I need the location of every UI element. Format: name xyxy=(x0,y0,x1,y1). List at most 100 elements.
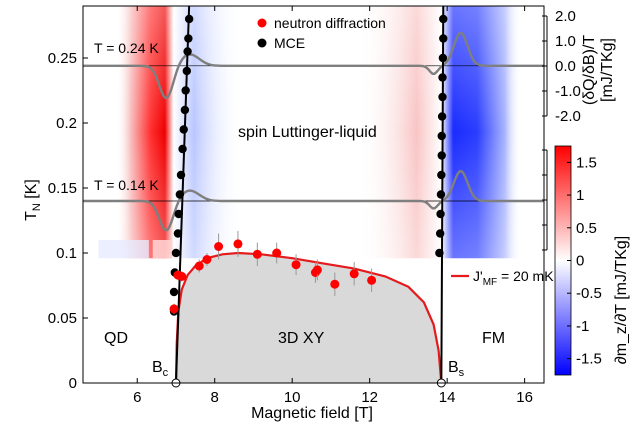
mce-point xyxy=(437,170,446,180)
neutron-point xyxy=(252,249,262,259)
right-axis-title: (δQ/δB)/T xyxy=(581,35,598,105)
y-axis-ticks: 0 0.05 0.1 0.15 0.2 0.25 xyxy=(48,50,88,392)
annotation-bc-sub: c xyxy=(163,367,169,379)
right-axis-unit: [mJ/TKg] xyxy=(599,38,616,102)
mce-point xyxy=(438,53,448,63)
mce-point xyxy=(182,66,192,76)
annotation-bs-main: B xyxy=(448,359,459,376)
annotation-qd: QD xyxy=(104,330,128,347)
y-axis-title-sub: N xyxy=(31,203,43,211)
right-tick-label: -1.0 xyxy=(555,83,581,100)
annotation-bc: Bc xyxy=(152,359,169,379)
neutron-point xyxy=(272,248,282,258)
colorbar-tick-label: 1 xyxy=(576,187,584,204)
mce-point xyxy=(436,209,445,219)
mce-point xyxy=(439,14,448,24)
x-tick-label: 14 xyxy=(439,389,456,406)
mce-point xyxy=(437,131,446,141)
colorbar-tick-label: 0 xyxy=(576,253,584,270)
mce-point xyxy=(176,170,186,180)
mce-point xyxy=(175,190,185,199)
mce-point xyxy=(184,34,193,43)
neutron-point xyxy=(349,269,359,279)
right-axis-ticks: 2.0 1.0 0.0 -1.0 -2.0 xyxy=(542,8,581,251)
mce-point xyxy=(171,248,181,258)
mce-point xyxy=(436,190,446,199)
neutron-point xyxy=(194,261,204,271)
mce-point xyxy=(435,229,445,238)
mce-point xyxy=(435,248,444,258)
mce-point xyxy=(437,112,447,121)
mce-point xyxy=(181,86,190,95)
legend-marker-mce xyxy=(257,38,267,48)
annotation-fm: FM xyxy=(482,330,505,347)
plot-frame xyxy=(82,5,545,384)
colorbar-tick-label: -1 xyxy=(576,318,589,335)
y-axis-title: TN [K] xyxy=(23,179,43,221)
right-tick-label: 0.0 xyxy=(555,58,576,75)
y-tick-label: 0.05 xyxy=(48,310,77,327)
mce-point xyxy=(180,105,190,115)
annotation-temp-low: T = 0.14 K xyxy=(94,177,159,193)
colorbar-tick-label: 1.5 xyxy=(576,154,597,171)
y-tick-label: 0.15 xyxy=(48,180,77,197)
mce-point xyxy=(178,144,187,154)
mce-point xyxy=(439,34,448,43)
phase-region-fill xyxy=(176,253,442,383)
colorbar-tick-label: -1.5 xyxy=(576,351,602,368)
neutron-diffraction-series xyxy=(169,230,377,315)
x-tick-label: 12 xyxy=(361,389,378,406)
y-tick-label: 0 xyxy=(69,375,77,392)
mce-point xyxy=(169,287,179,297)
dqdb-curve-high xyxy=(83,31,544,100)
x-axis-ticks: 6 8 10 12 14 16 xyxy=(133,6,533,406)
fit-legend: J'MF = 20 mK xyxy=(451,268,554,288)
x-tick-label: 8 xyxy=(211,389,219,406)
colorbar-tick-label: -0.5 xyxy=(576,285,602,302)
y-tick-label: 0.2 xyxy=(56,115,77,132)
y-tick-label: 0.1 xyxy=(56,245,77,262)
mce-point xyxy=(438,92,447,102)
neutron-point xyxy=(177,271,187,281)
annotation-bs: Bs xyxy=(448,359,465,379)
neutron-point xyxy=(291,260,301,270)
annotation-temp-high: T = 0.24 K xyxy=(94,40,159,56)
legend-label-mce: MCE xyxy=(274,35,305,51)
annotation-xy: 3D XY xyxy=(278,330,325,347)
mce-point xyxy=(179,125,188,134)
mce-point xyxy=(184,14,194,24)
x-tick-label: 10 xyxy=(284,389,301,406)
neutron-point xyxy=(169,304,179,314)
colorbar-tick-label: 0.5 xyxy=(576,220,597,237)
annotation-luttinger: spin Luttinger-liquid xyxy=(238,124,377,141)
mce-dqdb-curves xyxy=(83,31,544,232)
y-tick-label: 0.25 xyxy=(48,50,77,67)
dqdb-curve-low xyxy=(83,169,544,232)
fit-legend-suffix: = 20 mK xyxy=(497,268,554,284)
neutron-point xyxy=(214,242,224,251)
legend-marker-neutron xyxy=(257,18,267,28)
right-tick-label: 1.0 xyxy=(555,33,576,50)
x-tick-label: 16 xyxy=(516,389,533,406)
mce-point xyxy=(174,209,183,219)
y-axis-title-unit: [K] xyxy=(23,179,40,203)
colorbar: 1.5 1 0.5 0 -0.5 -1 -1.5 xyxy=(554,145,602,376)
colormap-patch-low-left xyxy=(98,240,149,259)
neutron-point xyxy=(312,265,322,275)
neutron-point xyxy=(202,255,212,264)
legend: neutron diffraction MCE xyxy=(257,15,386,51)
fit-legend-prefix: J' xyxy=(473,268,483,284)
colormap-patch-low-mid xyxy=(152,240,173,259)
y-axis-title-main: T xyxy=(23,211,40,221)
mce-point xyxy=(437,151,446,160)
right-tick-label: 2.0 xyxy=(555,8,576,25)
x-axis-title: Magnetic field [T] xyxy=(251,405,373,422)
annotation-bs-sub: s xyxy=(459,367,465,379)
neutron-point xyxy=(367,275,377,285)
legend-label-neutron: neutron diffraction xyxy=(274,15,386,31)
mce-point xyxy=(438,73,447,82)
neutron-point xyxy=(233,239,243,249)
mce-series xyxy=(169,14,448,316)
fit-legend-sub: MF xyxy=(483,277,497,288)
